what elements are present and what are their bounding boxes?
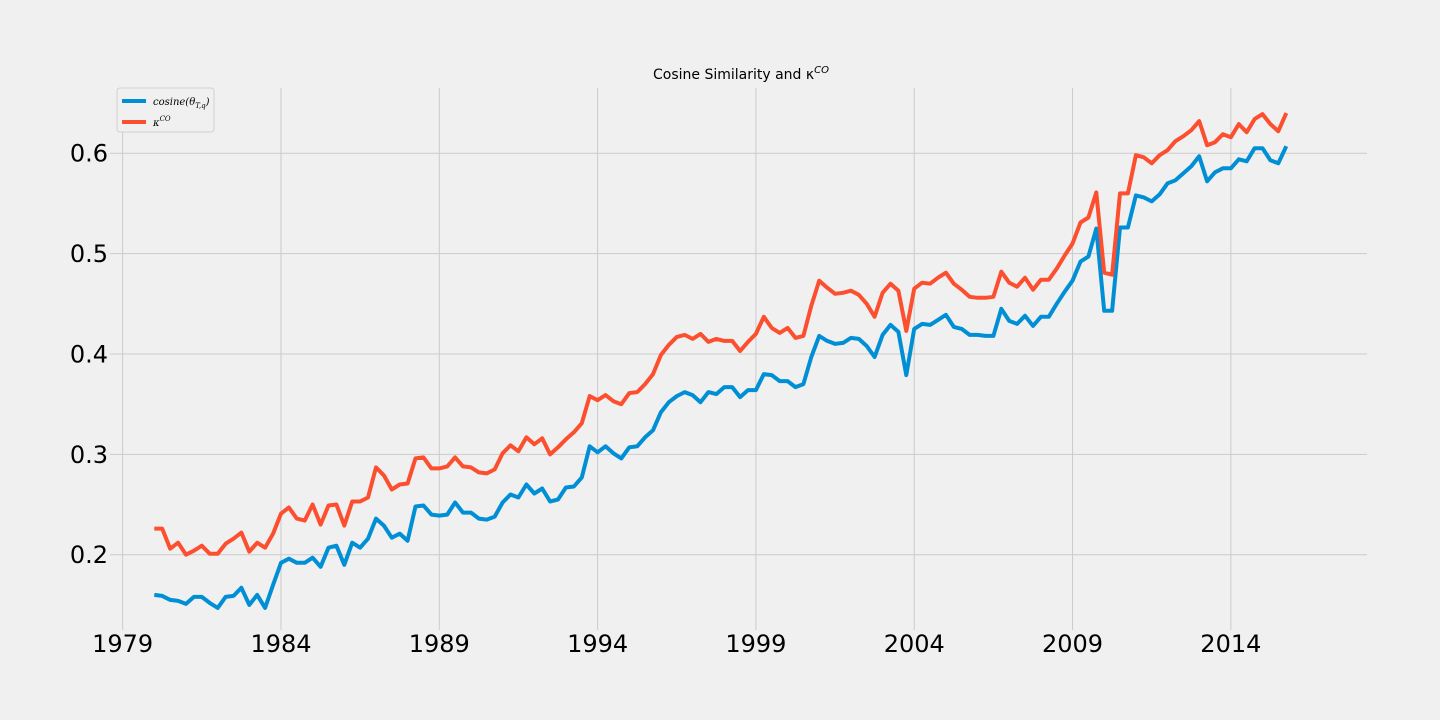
x-tick-label-1999: 1999	[725, 630, 786, 658]
legend-label-cosine-name: cosine(θ	[153, 97, 195, 108]
x-tick-label-2009: 2009	[1042, 630, 1103, 658]
x-tick-label-2014: 2014	[1200, 630, 1261, 658]
y-axis-ticks: 0.2 0.3 0.4 0.5 0.6	[70, 140, 108, 569]
chart-title: Cosine Similarity and κCO	[653, 65, 829, 83]
legend-label-kappa-superscript: CO	[160, 115, 171, 123]
y-tick-label-0.3: 0.3	[70, 441, 108, 469]
legend-label-kappa-name: κ	[152, 118, 160, 129]
legend-box	[116, 87, 215, 133]
x-axis-ticks: 1979 1984 1989 1994 1999 2004 2009 2014	[92, 630, 1261, 658]
x-tick-label-1994: 1994	[567, 630, 628, 658]
grid-lines	[110, 88, 1367, 630]
x-tick-label-1984: 1984	[250, 630, 311, 658]
legend-label-cosine-subscript: T,q	[195, 102, 206, 110]
y-tick-label-0.5: 0.5	[70, 240, 108, 268]
y-tick-label-0.2: 0.2	[70, 541, 108, 569]
chart-title-main: Cosine Similarity and κ	[653, 67, 814, 83]
legend-label-kappa: κCO	[152, 115, 171, 129]
series-lines	[154, 112, 1289, 610]
legend-label-cosine: cosine(θT,q)	[153, 97, 210, 110]
chart-title-superscript: CO	[814, 65, 829, 76]
legend: cosine(θT,q) κCO	[116, 87, 215, 133]
x-tick-label-2004: 2004	[884, 630, 945, 658]
legend-label-cosine-suffix: )	[205, 97, 210, 108]
series-line-kappa	[154, 112, 1289, 557]
y-tick-label-0.4: 0.4	[70, 340, 108, 368]
y-tick-label-0.6: 0.6	[70, 140, 108, 168]
x-tick-label-1989: 1989	[409, 630, 470, 658]
series-line-cosine	[154, 145, 1289, 610]
x-tick-label-1979: 1979	[92, 630, 153, 658]
